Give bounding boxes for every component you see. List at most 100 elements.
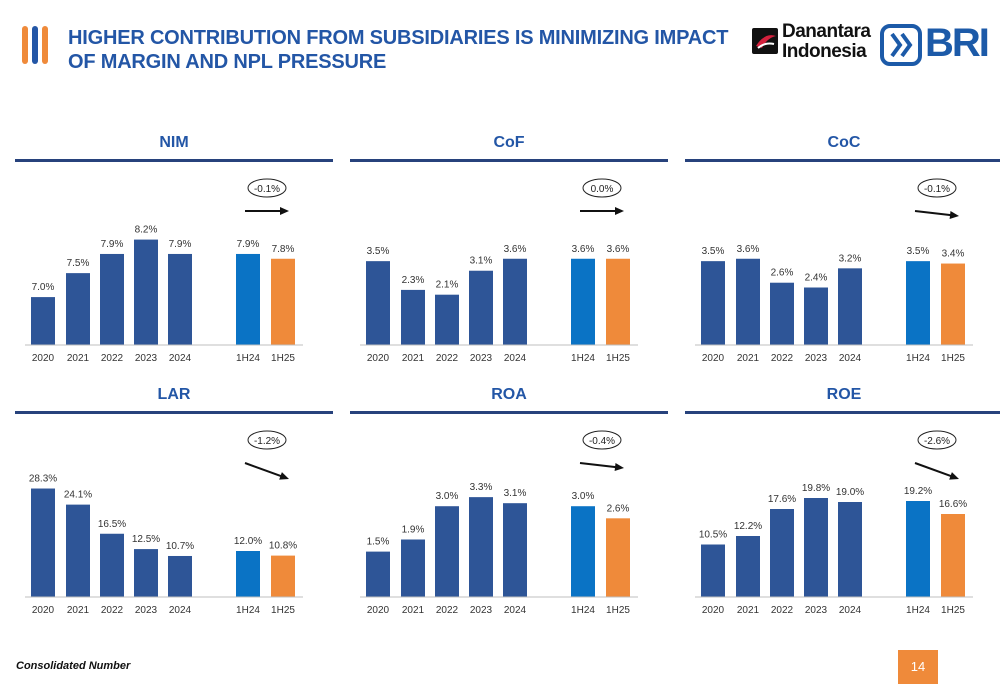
data-label: 7.9% — [237, 239, 260, 250]
tick-label: 2022 — [771, 605, 794, 616]
data-label: 3.0% — [436, 491, 459, 502]
chart-coc: 3.5% 2020 3.6% 2021 2.6% 2022 2.4% 2023 3.2% 2024… — [695, 178, 973, 364]
title-accent-icon — [22, 26, 52, 64]
tick-label: 2024 — [169, 605, 192, 616]
data-label: 2.1% — [436, 280, 459, 291]
tick-label: 2022 — [436, 605, 459, 616]
data-label: 1.9% — [402, 525, 425, 536]
data-label: 2.6% — [607, 503, 630, 514]
data-label: 3.1% — [470, 256, 493, 267]
bar — [906, 501, 930, 597]
tick-label: 2022 — [101, 353, 124, 364]
bar — [701, 261, 725, 345]
bar — [168, 555, 192, 597]
trend-arrow-icon — [580, 207, 624, 215]
tick-label: 1H24 — [906, 353, 930, 364]
tick-label: 2022 — [771, 353, 794, 364]
chart-title-rule — [15, 411, 333, 414]
chart-title-rule — [685, 411, 1000, 414]
data-label: 12.0% — [234, 536, 262, 547]
tick-label: 2020 — [32, 353, 55, 364]
danantara-logo-line2: Indonesia — [782, 41, 867, 62]
danantara-logo-line1: Danantara — [782, 21, 871, 42]
bri-logo: BRI — [880, 21, 990, 68]
bar — [606, 258, 630, 345]
change-badge — [247, 178, 287, 198]
data-label: 3.6% — [607, 244, 630, 255]
bar — [804, 287, 828, 345]
trend-arrow-icon — [244, 462, 289, 480]
chart-title: ROE — [826, 386, 862, 403]
bar — [31, 488, 55, 597]
trend-arrow-icon — [914, 462, 959, 480]
bar — [736, 258, 760, 345]
data-label: 7.9% — [101, 239, 124, 250]
tick-label: 2020 — [367, 353, 390, 364]
tick-label: 2022 — [436, 353, 459, 364]
danantara-emblem-icon — [752, 28, 778, 54]
tick-label: 2023 — [805, 605, 828, 616]
tick-label: 2021 — [737, 353, 760, 364]
data-label: 16.6% — [939, 499, 967, 510]
bar — [100, 253, 124, 345]
bar — [100, 533, 124, 597]
bar — [571, 258, 595, 345]
data-label: 7.5% — [67, 258, 90, 269]
change-label: -1.2% — [254, 436, 280, 447]
data-label: 1.5% — [367, 537, 390, 548]
change-badge — [582, 430, 622, 450]
bar — [271, 555, 295, 597]
bar — [503, 503, 527, 597]
data-label: 3.6% — [737, 244, 760, 255]
bar — [941, 263, 965, 345]
data-label: 7.9% — [169, 239, 192, 250]
tick-label: 2022 — [101, 605, 124, 616]
page-title: HIGHER CONTRIBUTION FROM SUBSIDIARIES IS… — [68, 27, 729, 73]
tick-label: 2020 — [702, 605, 725, 616]
data-label: 3.3% — [470, 482, 493, 493]
bar — [66, 504, 90, 597]
chart-panel-nim: NIM 7.0% 2020 7.5% 2021 7.9% 2022 8.2% 2023 7.9%… — [15, 133, 333, 373]
tick-label: 2023 — [805, 353, 828, 364]
chart-panel-cof: CoF 3.5% 2020 2.3% 2021 2.1% 2022 3.1% 2023 3.6%… — [350, 133, 668, 373]
tick-label: 2024 — [504, 605, 527, 616]
chart-roa: 1.5% 2020 1.9% 2021 3.0% 2022 3.3% 2023 3.1% 2024… — [360, 430, 638, 616]
bar — [236, 551, 260, 597]
data-label: 3.4% — [942, 249, 965, 260]
chart-title: LAR — [157, 386, 191, 403]
change-badge — [247, 430, 287, 450]
data-label: 10.5% — [699, 530, 727, 541]
data-label: 3.2% — [839, 253, 862, 264]
chart-roe: 10.5% 2020 12.2% 2021 17.6% 2022 19.8% 2023 19.0… — [695, 430, 973, 616]
bar — [606, 518, 630, 597]
bar — [804, 498, 828, 597]
bar — [134, 549, 158, 597]
chart-title: CoC — [827, 134, 861, 151]
data-label: 8.2% — [135, 225, 158, 236]
tick-label: 2021 — [402, 605, 425, 616]
bar — [736, 536, 760, 597]
tick-label: 2021 — [402, 353, 425, 364]
data-label: 3.5% — [907, 246, 930, 257]
bar — [571, 506, 595, 597]
danantara-logo: Danantara Indonesia — [750, 20, 871, 70]
bar — [66, 273, 90, 345]
chart-title-rule — [350, 159, 668, 162]
bri-emblem-icon — [880, 24, 922, 66]
bar — [435, 294, 459, 345]
tick-label: 1H24 — [571, 353, 595, 364]
data-label: 7.8% — [272, 244, 295, 255]
chart-title: ROA — [491, 386, 527, 403]
data-label: 2.3% — [402, 275, 425, 286]
bar — [770, 282, 794, 345]
data-label: 10.8% — [269, 541, 297, 552]
change-label: -0.4% — [589, 436, 615, 447]
tick-label: 2020 — [32, 605, 55, 616]
data-label: 3.6% — [572, 244, 595, 255]
chart-cof: 3.5% 2020 2.3% 2021 2.1% 2022 3.1% 2023 3.6% 2024… — [360, 178, 638, 364]
trend-arrow-icon — [245, 207, 289, 215]
data-label: 3.5% — [367, 246, 390, 257]
change-label: -2.6% — [924, 436, 950, 447]
tick-label: 1H24 — [236, 353, 260, 364]
tick-label: 2021 — [67, 605, 90, 616]
